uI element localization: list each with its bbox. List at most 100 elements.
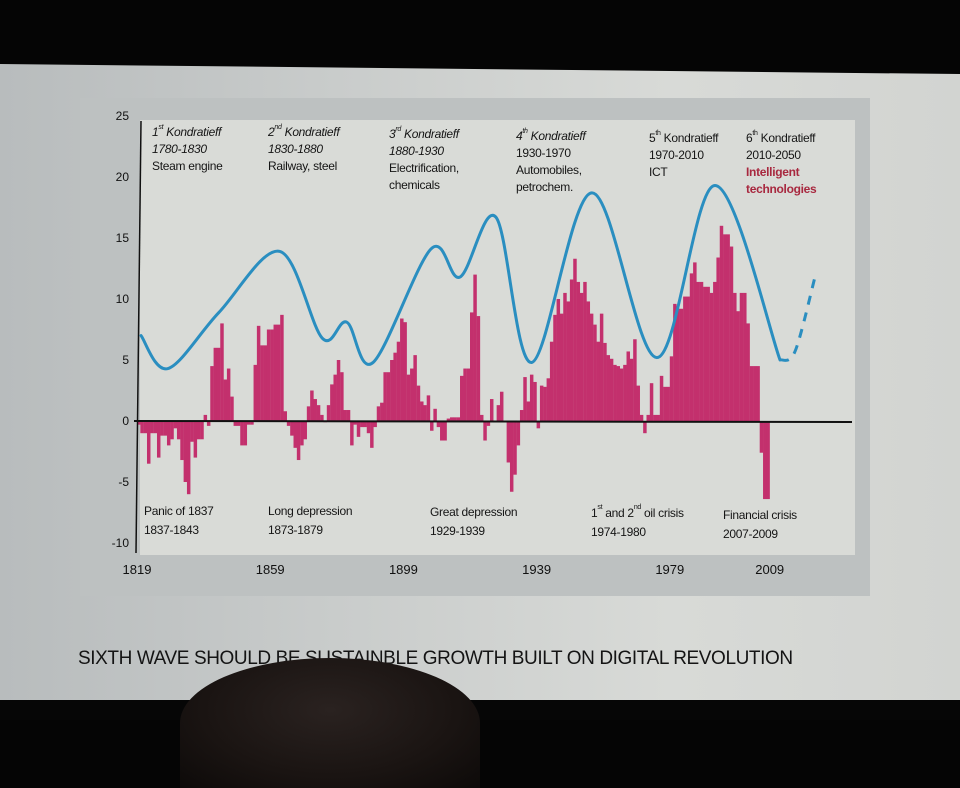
x-tick-labels: 1819 1859 1899 1939 1979 2009 [123,562,785,577]
wave-technology: ICT [649,165,668,179]
bar [563,292,567,421]
bar [256,325,261,421]
bar [253,364,258,421]
bar [626,351,630,421]
bar [243,421,248,446]
bar [613,364,617,421]
y-tick-labels: 25 20 15 10 5 0 -5 -10 [112,109,130,550]
bar [636,385,640,421]
ordinal-suffix: th [752,130,758,137]
bar [639,414,644,421]
bar [589,313,594,421]
crisis-name: Financial crisis [723,508,797,522]
bar [759,421,764,453]
bar [223,379,228,421]
bar [663,386,667,421]
bar [573,258,577,421]
bar [296,421,301,461]
bar [137,421,141,425]
bar [519,410,524,421]
y-tick-label: -5 [118,475,129,489]
bar [753,366,757,421]
wave-label-3: 3rd Kondratieff 1880-1930 Electrificatio… [389,126,459,194]
bar [200,421,204,440]
bar [566,301,571,421]
ordinal-suffix: nd [274,124,282,131]
bar [509,421,514,492]
bar [686,296,690,421]
ordinal-suffix: rd [395,126,401,133]
crisis-label-5: Financial crisis 2007-2009 [723,506,797,544]
wave-technology: Electrification, [389,161,459,175]
bar [140,421,144,434]
bar [616,366,620,421]
wave-period: 1970-2010 [649,148,704,162]
bar [306,406,311,421]
bar [180,421,184,461]
wave-name: Kondratieff [663,131,719,145]
bar [203,414,208,421]
crisis-label-3: Great depression 1929-1939 [430,503,518,541]
text: 1 [591,506,598,520]
crisis-period: 1974-1980 [591,525,646,539]
bar [623,364,627,421]
bar [713,281,717,421]
bar [683,296,687,421]
bar [186,421,191,495]
bar [689,273,694,421]
y-axis-line [135,120,142,554]
bar [499,391,504,421]
bar [633,339,637,421]
axes-group [133,120,853,554]
wave-period: 2010-2050 [746,148,801,162]
bar [293,421,297,448]
crisis-name: 1st and 2nd oil crisis [591,504,684,523]
bar [483,421,487,441]
bar [166,421,171,446]
bar [176,421,181,440]
ordinal: 2 [268,125,275,139]
ordinal-suffix: st [597,504,603,511]
bar [743,292,747,421]
bar [340,372,344,421]
x-tick-label: 1939 [522,562,551,577]
bar [440,421,444,441]
crisis-period: 1837-1843 [144,523,199,537]
bar [376,406,381,421]
bar [733,292,737,421]
bar [599,313,604,421]
bar [716,257,720,421]
bar [719,225,724,421]
bar [603,342,607,421]
bar [546,378,551,421]
wave-name: Kondratieff [284,125,340,139]
bar [350,421,354,446]
bar [213,347,218,421]
wave-projection-line [779,276,817,362]
bar [413,355,417,421]
x-tick-label: 1819 [123,562,152,577]
bar [476,316,481,421]
bar [433,408,437,421]
text: and 2 [602,506,634,520]
bar [706,286,710,421]
bar [363,421,367,428]
ordinal: 6 [746,131,753,145]
bar [153,421,158,434]
bar [426,395,431,421]
bar [216,347,221,421]
bar [310,390,314,421]
bar [143,421,148,434]
bar [473,274,477,421]
crisis-name: Panic of 1837 [144,504,214,518]
wave-technology: Steam engine [152,159,223,173]
bar [330,384,334,421]
bar [313,399,317,421]
bar [190,421,194,442]
bar [290,421,294,436]
bar [656,414,660,421]
y-tick-label: 25 [116,109,130,123]
bar [496,405,501,421]
bar [356,421,361,437]
bar [466,368,471,421]
